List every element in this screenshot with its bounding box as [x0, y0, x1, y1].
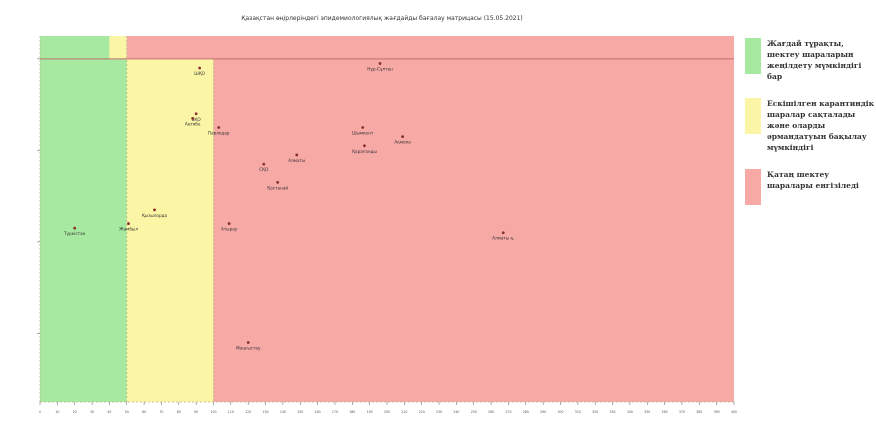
- point-label: Алматы қ.: [492, 236, 514, 241]
- legend: Жағдай тұрақты, шектеу шараларын жеңілде…: [745, 38, 875, 221]
- x-tick-label: 300: [557, 410, 563, 414]
- x-tick-label: 30: [90, 410, 94, 414]
- legend-swatch-red: [745, 169, 761, 205]
- x-tick-label: 160: [315, 410, 321, 414]
- zone-red-bottom: [213, 58, 734, 402]
- x-tick-label: 230: [436, 410, 442, 414]
- legend-label-yellow: Ескішілген карантиндік шаралар сақталады…: [767, 99, 875, 152]
- x-tick-label: 240: [453, 410, 459, 414]
- x-tick-label: 290: [540, 410, 546, 414]
- data-point: [227, 222, 231, 225]
- x-tick-label: 370: [679, 410, 685, 414]
- x-tick-label: 270: [505, 410, 511, 414]
- x-tick-label: 320: [592, 410, 598, 414]
- legend-item-yellow: Ескішілген карантиндік шаралар сақталады…: [745, 98, 875, 153]
- x-tick-label: 70: [159, 410, 163, 414]
- point-label: Шымкент: [352, 131, 374, 136]
- data-point: [361, 126, 365, 129]
- zone-red-top: [126, 36, 734, 59]
- x-tick-label: 60: [142, 410, 146, 414]
- data-point: [153, 208, 156, 212]
- x-tick-label: 50: [125, 410, 129, 414]
- x-tick-label: 90: [194, 410, 198, 414]
- x-tick-label: 120: [245, 410, 251, 414]
- x-tick-label: 140: [280, 410, 286, 414]
- x-tick-label: 40: [107, 410, 111, 414]
- legend-label-red: Қатаң шектеу шаралары енгізіледі: [767, 170, 859, 190]
- data-point: [246, 341, 250, 344]
- zone-yellow-bottom: [126, 58, 214, 402]
- legend-label-green: Жағдай тұрақты, шектеу шараларын жеңілде…: [767, 39, 862, 81]
- x-tick-label: 180: [349, 410, 355, 414]
- point-label: Қызылорда: [142, 213, 168, 218]
- x-tick-label: 390: [714, 410, 720, 414]
- x-tick-label: 10: [55, 410, 59, 414]
- data-point: [191, 116, 195, 120]
- x-tick-label: 210: [401, 410, 407, 414]
- point-label: Нұр-Сұлтан: [367, 66, 393, 71]
- x-tick-label: 380: [696, 410, 702, 414]
- data-point: [363, 144, 366, 148]
- data-point: [217, 126, 221, 129]
- zone-green-bottom: [40, 58, 127, 402]
- x-tick-label: 150: [297, 410, 303, 414]
- data-point: [73, 226, 77, 230]
- data-point: [295, 153, 299, 157]
- x-tick-label: 400: [731, 410, 737, 414]
- zone-yellow-top: [109, 36, 127, 59]
- point-label: Ақтөбе: [185, 121, 201, 126]
- legend-swatch-green: [745, 38, 761, 74]
- point-label: БҚО: [192, 117, 202, 122]
- point-label: Ақмола: [394, 140, 411, 145]
- x-tick-label: 130: [263, 410, 269, 414]
- point-label: Қарағанды: [352, 149, 377, 154]
- point-label: Павлодар: [208, 131, 230, 136]
- data-point: [276, 181, 280, 184]
- data-point: [378, 62, 382, 65]
- chart-title: Қазақстан өңірлеріндегі эпидемиологиялық…: [241, 15, 523, 22]
- zone-green-top: [40, 36, 110, 59]
- data-point: [262, 162, 266, 166]
- legend-item-green: Жағдай тұрақты, шектеу шараларын жеңілде…: [745, 38, 875, 82]
- data-point: [194, 112, 198, 116]
- x-tick-label: 200: [384, 410, 390, 414]
- data-point: [198, 66, 202, 70]
- point-label: ШҚО: [194, 71, 205, 76]
- x-tick-label: 190: [367, 410, 373, 414]
- data-point: [401, 135, 405, 139]
- x-tick-label: 20: [73, 410, 77, 414]
- legend-item-red: Қатаң шектеу шаралары енгізіледі: [745, 169, 875, 205]
- point-label: Қостанай: [267, 185, 288, 190]
- data-point: [127, 222, 130, 225]
- legend-swatch-yellow: [745, 98, 761, 134]
- x-tick-label: 0: [39, 410, 41, 414]
- x-tick-label: 100: [210, 410, 216, 414]
- x-tick-label: 360: [662, 410, 668, 414]
- x-tick-label: 310: [575, 410, 581, 414]
- x-tick-label: 170: [332, 410, 338, 414]
- point-label: Маңғыстау: [236, 346, 261, 351]
- plot-area: 0 10 20 30 40 50 60 70 80 90 100 110 120 130 140 150 160…: [37, 36, 737, 414]
- x-tick-label: 80: [177, 410, 181, 414]
- x-tick-label: 220: [419, 410, 425, 414]
- x-tick-label: 330: [610, 410, 616, 414]
- point-label: Алматы: [288, 158, 305, 163]
- data-point: [501, 231, 505, 235]
- x-tick-label: 110: [228, 410, 234, 414]
- x-tick-label: 260: [488, 410, 494, 414]
- x-tick-label: 280: [523, 410, 529, 414]
- point-label: Атырау: [221, 227, 238, 232]
- point-label: СҚО: [259, 167, 269, 172]
- x-tick-label: 350: [644, 410, 650, 414]
- point-label: Жамбыл: [119, 227, 138, 232]
- point-label: Түркістан: [63, 231, 86, 236]
- x-tick-label: 250: [471, 410, 477, 414]
- x-tick-label: 340: [627, 410, 633, 414]
